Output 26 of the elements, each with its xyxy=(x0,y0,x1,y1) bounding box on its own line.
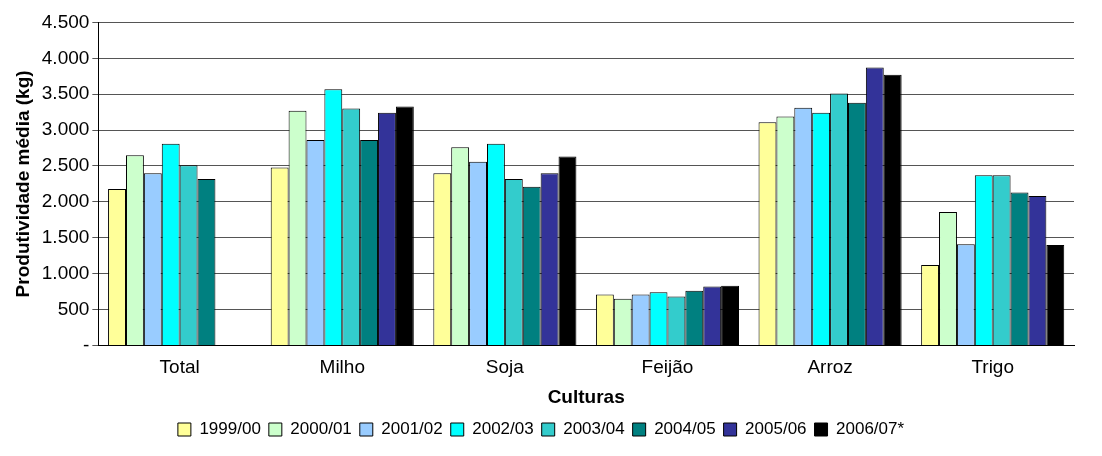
x-tick-label: Feijão xyxy=(641,356,694,378)
y-tick-label: 500 xyxy=(57,297,90,319)
legend-label: 2002/03 xyxy=(472,419,534,439)
legend-label: 2003/04 xyxy=(563,419,625,439)
legend-label: 2006/07* xyxy=(836,419,905,439)
x-tick-label: Arroz xyxy=(807,356,853,378)
y-tick-label: 1.000 xyxy=(41,261,90,283)
y-tick-label: 3.500 xyxy=(41,82,90,104)
y-tick-label: 1.500 xyxy=(41,225,90,247)
y-axis-title: Produtividade média (kg) xyxy=(11,70,33,298)
legend-label: 2000/01 xyxy=(290,419,352,439)
y-tick-label: 3.000 xyxy=(41,118,90,140)
x-tick-label: Milho xyxy=(319,356,365,378)
x-tick-label: Trigo xyxy=(971,356,1014,378)
y-tick-label: - xyxy=(83,333,90,355)
y-tick-label: 4.500 xyxy=(41,10,90,32)
legend-label: 2004/05 xyxy=(654,419,716,439)
legend-label: 1999/00 xyxy=(199,419,261,439)
legend-label: 2005/06 xyxy=(745,419,807,439)
x-axis-title: Culturas xyxy=(547,385,625,407)
x-tick-label: Soja xyxy=(485,356,525,378)
y-tick-label: 2.500 xyxy=(41,154,90,176)
y-tick-label: 4.000 xyxy=(41,46,90,68)
y-tick-label: 2.000 xyxy=(41,190,90,212)
x-tick-label: Total xyxy=(159,356,200,378)
legend-label: 2001/02 xyxy=(381,419,443,439)
